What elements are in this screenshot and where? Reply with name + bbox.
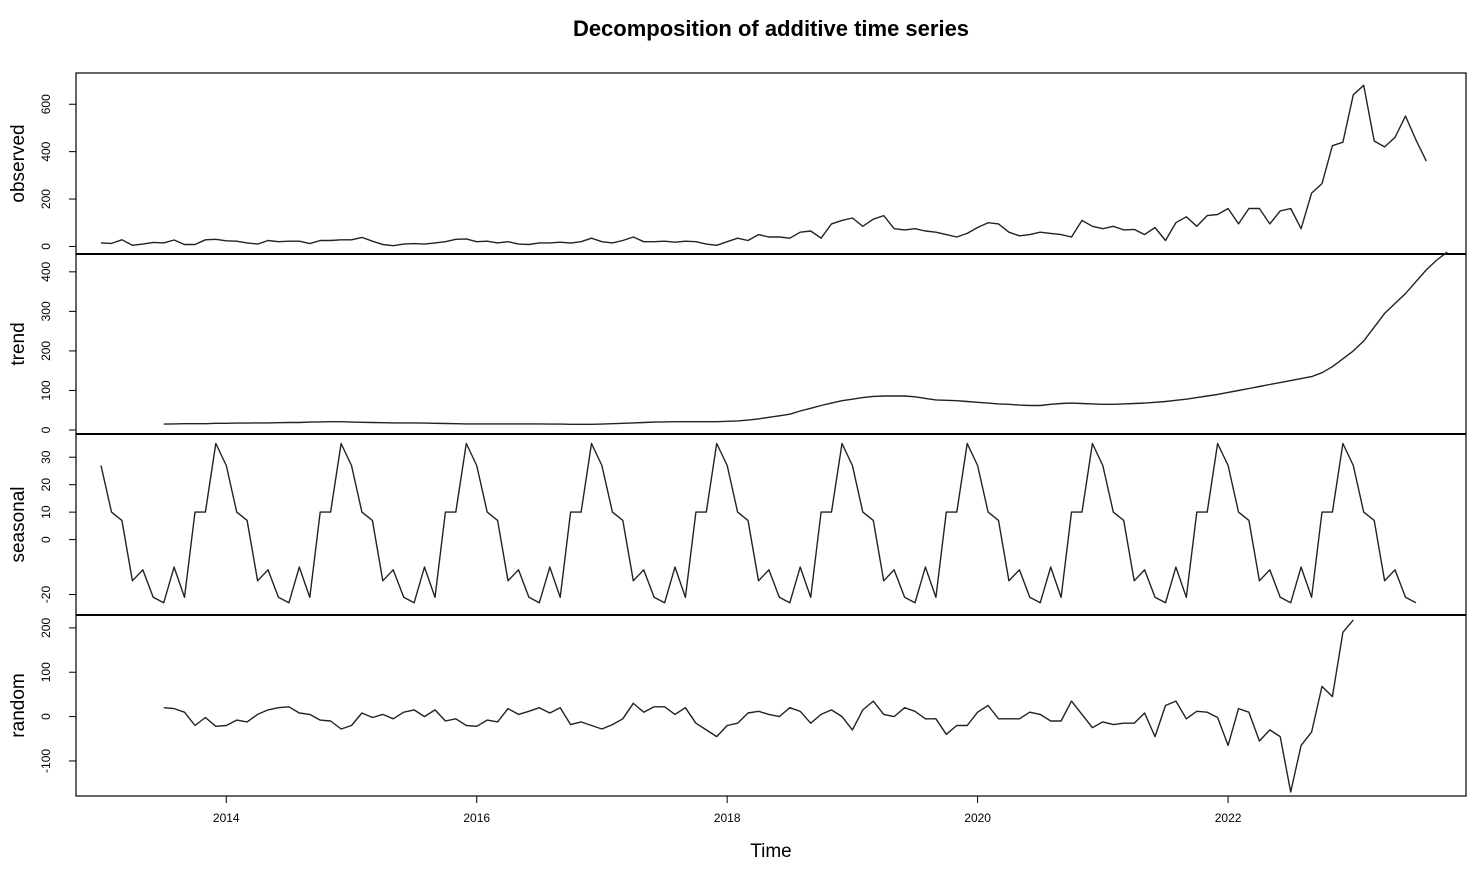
x-tick-label: 2016 [463, 811, 490, 825]
y-tick-label-observed: 600 [39, 94, 53, 114]
y-tick-label-random: 100 [39, 662, 53, 682]
y-tick-label-random: 200 [39, 618, 53, 638]
panel-observed: 0 200 400 600 observed [8, 84, 1427, 250]
y-tick-label-trend: 300 [39, 301, 53, 321]
y-tick-label-trend: 200 [39, 341, 53, 361]
y-tick-label-trend: 100 [39, 380, 53, 400]
y-tick-label-random: 0 [39, 713, 53, 720]
chart-title: Decomposition of additive time series [573, 16, 969, 41]
x-axis-title: Time [750, 841, 792, 862]
y-tick-label-observed: 0 [39, 243, 53, 250]
x-axis: 2014 2016 2018 2020 2022 [213, 796, 1242, 825]
y-tick-label-seasonal: -20 [39, 586, 53, 604]
panel-label-trend: trend [8, 322, 29, 365]
y-tick-label-trend: 400 [39, 262, 53, 282]
x-tick-label: 2022 [1215, 811, 1242, 825]
panel-label-observed: observed [8, 124, 29, 202]
y-tick-label-seasonal: 0 [39, 536, 53, 543]
y-tick-label-random: -100 [39, 749, 53, 773]
series-line-seasonal [100, 442, 1417, 604]
panel-seasonal: -20 0 10 20 30 seasonal [8, 433, 1466, 604]
panels-layer: 0200400600observed0100200300400trend-200… [8, 72, 1467, 797]
panel-random: -100 0 100 200 random [8, 614, 1466, 793]
x-tick-label: 2018 [714, 811, 741, 825]
x-tick-label: 2020 [964, 811, 991, 825]
y-tick-label-seasonal: 10 [39, 505, 53, 519]
series-line-trend [163, 251, 1448, 425]
panel-trend: 0 100 200 300 400 trend [8, 251, 1466, 433]
y-tick-label-seasonal: 30 [39, 450, 53, 464]
x-tick-label: 2014 [213, 811, 240, 825]
y-tick-label-observed: 200 [39, 189, 53, 209]
panel-label-seasonal: seasonal [8, 486, 29, 562]
series-line-random [163, 619, 1354, 793]
panel-label-random: random [8, 673, 29, 737]
y-tick-label-trend: 0 [39, 426, 53, 433]
y-tick-label-observed: 400 [39, 141, 53, 161]
series-line-observed [100, 84, 1427, 247]
y-tick-label-seasonal: 20 [39, 478, 53, 492]
